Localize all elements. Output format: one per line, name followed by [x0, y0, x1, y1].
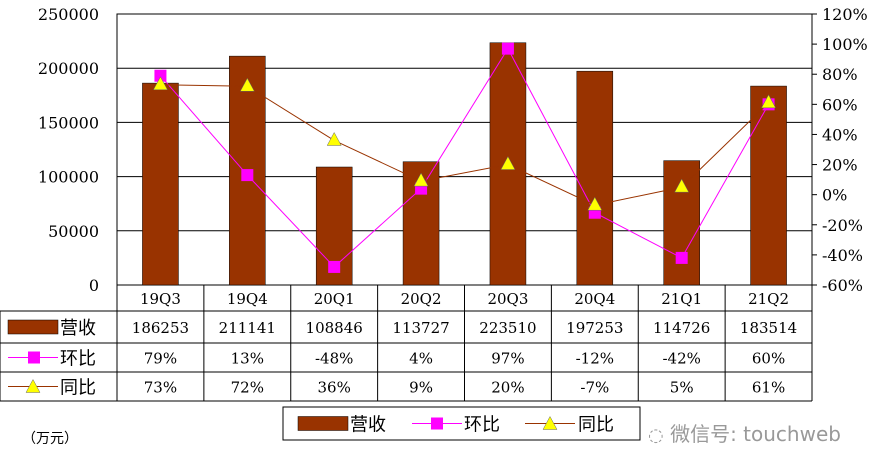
line-同比	[160, 84, 769, 206]
table-cell-环比: 60%	[752, 350, 785, 368]
marker-环比-20Q1	[328, 260, 341, 273]
table-cell-环比: -12%	[576, 350, 614, 368]
table-cell-同比: 61%	[752, 379, 785, 397]
category-label: 19Q4	[227, 290, 268, 308]
legend-key-环比	[431, 417, 443, 430]
table-cell-同比: 20%	[491, 379, 524, 397]
wechat-icon: ◌	[648, 425, 664, 446]
table-key-同比	[25, 378, 41, 393]
legend-label: 环比	[464, 415, 500, 436]
table-cell-营收: 113727	[392, 319, 449, 337]
table-cell-环比: 4%	[409, 350, 433, 368]
table-cell-营收: 186253	[132, 319, 189, 337]
y-tick-right: 20%	[822, 156, 858, 175]
y-tick-left: 200000	[38, 59, 99, 78]
marker-同比-19Q3	[153, 76, 168, 91]
table-key-营收	[7, 319, 59, 335]
category-label: 19Q3	[140, 290, 181, 308]
marker-环比-19Q3	[154, 69, 167, 82]
legend-key-营收	[297, 416, 349, 431]
y-tick-right: -40%	[822, 246, 863, 265]
y-tick-right: 80%	[822, 65, 858, 84]
marker-环比-19Q4	[241, 169, 254, 182]
y-tick-right: -20%	[822, 216, 863, 235]
y-tick-left: 150000	[38, 113, 99, 132]
y-tick-right: 120%	[822, 5, 868, 24]
table-cell-同比: 73%	[144, 379, 177, 397]
table-cell-环比: -42%	[662, 350, 700, 368]
y-tick-right: -60%	[822, 276, 863, 295]
legend-label: 营收	[350, 415, 386, 436]
watermark-text: 微信号: touchweb	[670, 422, 841, 446]
table-cell-同比: 5%	[670, 379, 694, 397]
bar-20Q4	[576, 70, 614, 286]
table-cell-同比: 36%	[318, 379, 351, 397]
legend-label: 同比	[578, 415, 614, 436]
table-key-环比	[28, 351, 40, 364]
table-cell-营收: 114726	[653, 319, 710, 337]
table-row-header: 营收	[60, 318, 96, 339]
bar-20Q2	[402, 161, 440, 286]
table-cell-同比: 9%	[409, 379, 433, 397]
marker-同比-20Q3	[500, 156, 516, 170]
table-cell-同比: 72%	[231, 379, 264, 397]
watermark: ◌ 微信号: touchweb	[648, 418, 841, 447]
marker-环比-21Q1	[675, 251, 688, 264]
table-cell-营收: 197253	[566, 319, 623, 337]
y-tick-left: 100000	[38, 168, 99, 187]
table-cell-营收: 211141	[219, 319, 276, 337]
bar-20Q1	[315, 166, 353, 286]
category-label: 21Q2	[748, 290, 789, 308]
table-cell-营收: 223510	[479, 319, 536, 337]
table-cell-环比: 97%	[491, 350, 524, 368]
marker-环比-20Q3	[501, 42, 514, 55]
table-cell-环比: -48%	[315, 350, 353, 368]
y-tick-right: 0%	[822, 186, 847, 205]
category-label: 20Q2	[401, 290, 442, 308]
table-cell-环比: 13%	[231, 350, 264, 368]
category-label: 20Q1	[314, 290, 355, 308]
table-cell-环比: 79%	[144, 350, 177, 368]
unit-label: （万元）	[22, 431, 78, 447]
marker-同比-21Q1	[674, 178, 690, 193]
table-cell-营收: 108846	[306, 319, 363, 337]
y-tick-right: 60%	[822, 95, 858, 114]
table-cell-同比: -7%	[580, 379, 609, 397]
plot-area	[116, 13, 813, 286]
bar-21Q2	[750, 85, 787, 286]
bar-19Q3	[142, 82, 179, 286]
table-row-header: 同比	[60, 378, 96, 399]
category-label: 20Q3	[487, 290, 528, 308]
marker-同比-21Q2	[761, 94, 776, 109]
y-tick-left: 250000	[38, 5, 99, 24]
marker-同比-20Q4	[587, 196, 603, 211]
category-label: 21Q1	[661, 290, 702, 308]
line-环比	[160, 47, 769, 268]
table-row-header: 环比	[60, 349, 96, 370]
marker-同比-20Q2	[413, 172, 429, 187]
y-tick-right: 40%	[822, 125, 858, 144]
marker-同比-19Q4	[239, 77, 255, 92]
marker-同比-20Q1	[326, 131, 342, 146]
y-tick-right: 100%	[822, 35, 868, 54]
y-tick-left: 0	[89, 276, 99, 295]
legend-key-同比	[542, 415, 558, 430]
category-label: 20Q4	[574, 290, 615, 308]
y-tick-left: 50000	[48, 222, 99, 241]
table-cell-营收: 183514	[740, 319, 797, 337]
